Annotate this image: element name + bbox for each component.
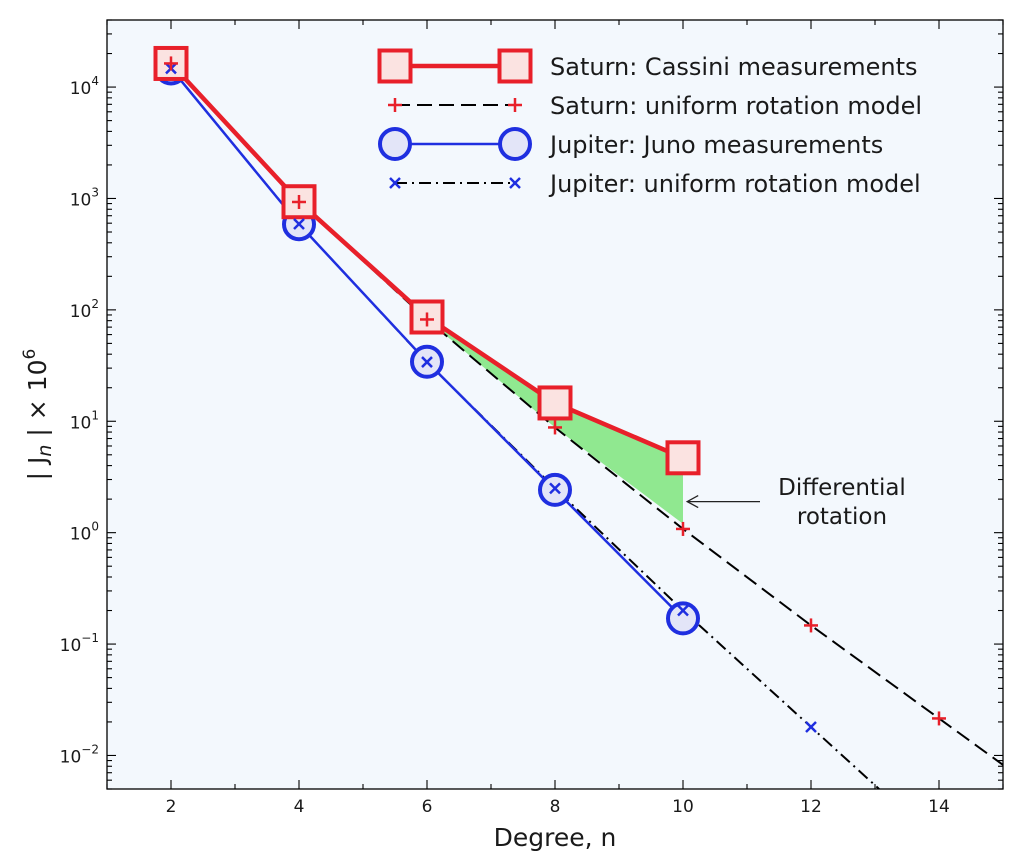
annotation: Differential rotation [685, 475, 906, 530]
y-axis-title-sup: 6 [20, 349, 40, 360]
axis-titles: Degree, n | Jn | × 106 [20, 349, 616, 852]
y-tick-label-exp: 2 [91, 297, 99, 311]
x-tick-label-14: 14 [928, 797, 950, 817]
x-tick-label-8: 8 [550, 797, 561, 817]
saturn-model-point-10 [676, 521, 690, 536]
jupiter-model-point-8-b [549, 482, 561, 495]
y-tick-label-base: 10 [60, 636, 82, 656]
jupiter-model-point-8 [549, 482, 561, 495]
jupiter-model-point-4-b [293, 218, 305, 230]
y-tick-label-base: 10 [60, 747, 82, 767]
legend-entry-jupiter-model: Jupiter: uniform rotation model [389, 170, 921, 198]
saturn-model-point-8 [548, 420, 562, 435]
y-tick-label-base: 10 [70, 190, 92, 210]
y-axis-title: | Jn | × 106 [20, 349, 56, 481]
y-tick-label-base: 10 [70, 413, 92, 433]
legend-entry-jupiter-measured: Jupiter: Juno measurements [378, 127, 883, 161]
saturn-measured-point-4 [281, 184, 317, 220]
series-layer [153, 45, 1003, 789]
saturn-model-point-14 [932, 711, 946, 726]
y-tick-label-4: 104 [70, 74, 99, 99]
jupiter-model-point-10-b [677, 604, 689, 617]
y-tick-label-3: 103 [70, 185, 99, 210]
annotation-line-2: rotation [797, 504, 887, 530]
y-tick-label-exp: −1 [81, 631, 99, 645]
annotation-arrow-head [685, 495, 699, 509]
legend-label-jupiter-model: Jupiter: uniform rotation model [548, 170, 921, 198]
y-tick-label-−1: 10−1 [60, 631, 99, 656]
saturn-measured-point-10 [665, 440, 701, 476]
y-tick-label-exp: −2 [81, 742, 99, 756]
saturn-measured-point-8 [537, 385, 573, 421]
y-axis-title-sub: n [34, 445, 56, 457]
legend-marker-left [389, 177, 401, 189]
jupiter-model-point-10 [677, 604, 689, 617]
legend-label-saturn-measured: Saturn: Cassini measurements [550, 53, 918, 81]
legend-marker-right [508, 98, 522, 112]
jupiter-measured-point-10 [666, 601, 700, 636]
jupiter-model-point-12 [805, 721, 817, 733]
x-tick-label-10: 10 [672, 797, 694, 817]
y-tick-label-exp: 3 [91, 185, 99, 199]
y-tick-label-base: 10 [70, 525, 92, 545]
y-tick-label-exp: 4 [91, 74, 99, 88]
legend-marker-left [388, 98, 402, 112]
x-tick-label-4: 4 [294, 797, 305, 817]
annotation-line-1: Differential [778, 475, 906, 501]
legend-entry-saturn-model: Saturn: uniform rotation model [388, 92, 922, 120]
y-tick-label-exp: 1 [91, 408, 99, 422]
jupiter-model-point-4 [293, 218, 305, 230]
jupiter-model-point-6 [421, 356, 433, 368]
legend-entry-saturn-measured: Saturn: Cassini measurements [377, 48, 918, 84]
legend: Saturn: Cassini measurements Saturn: unif… [377, 48, 922, 198]
legend-marker-right [497, 48, 533, 84]
legend-marker-right-b [509, 177, 521, 189]
legend-label-saturn-model: Saturn: uniform rotation model [550, 92, 922, 120]
x-tick-label-12: 12 [800, 797, 822, 817]
legend-marker-left [378, 127, 412, 161]
y-tick-label-1: 101 [70, 408, 99, 433]
saturn-model-point-4 [292, 194, 306, 209]
jupiter-model-point-12-b [805, 721, 817, 733]
y-tick-label-−2: 10−2 [60, 742, 99, 767]
y-tick-label-0: 100 [70, 520, 99, 545]
jupiter-model-point-6-b [421, 356, 433, 368]
y-tick-label-base: 10 [70, 302, 92, 322]
legend-marker-left [377, 48, 413, 84]
legend-marker-right [509, 177, 521, 189]
legend-marker-right [498, 127, 532, 161]
saturn-model-point-12 [804, 618, 818, 633]
y-tick-label-base: 10 [70, 79, 92, 99]
y-tick-label-2: 102 [70, 297, 99, 322]
x-axis-title: Degree, n [494, 823, 617, 852]
y-tick-label-exp: 0 [91, 520, 99, 534]
y-axis-title-base: | J [23, 457, 52, 481]
saturn-model-point-6 [420, 312, 434, 327]
y-axis-title-post: | × 10 [23, 360, 52, 445]
legend-label-jupiter-measured: Jupiter: Juno measurements [548, 131, 883, 159]
saturn-model-point-2 [164, 56, 178, 71]
x-tick-label-2: 2 [166, 797, 177, 817]
x-tick-label-6: 6 [422, 797, 433, 817]
legend-marker-left-b [389, 177, 401, 189]
